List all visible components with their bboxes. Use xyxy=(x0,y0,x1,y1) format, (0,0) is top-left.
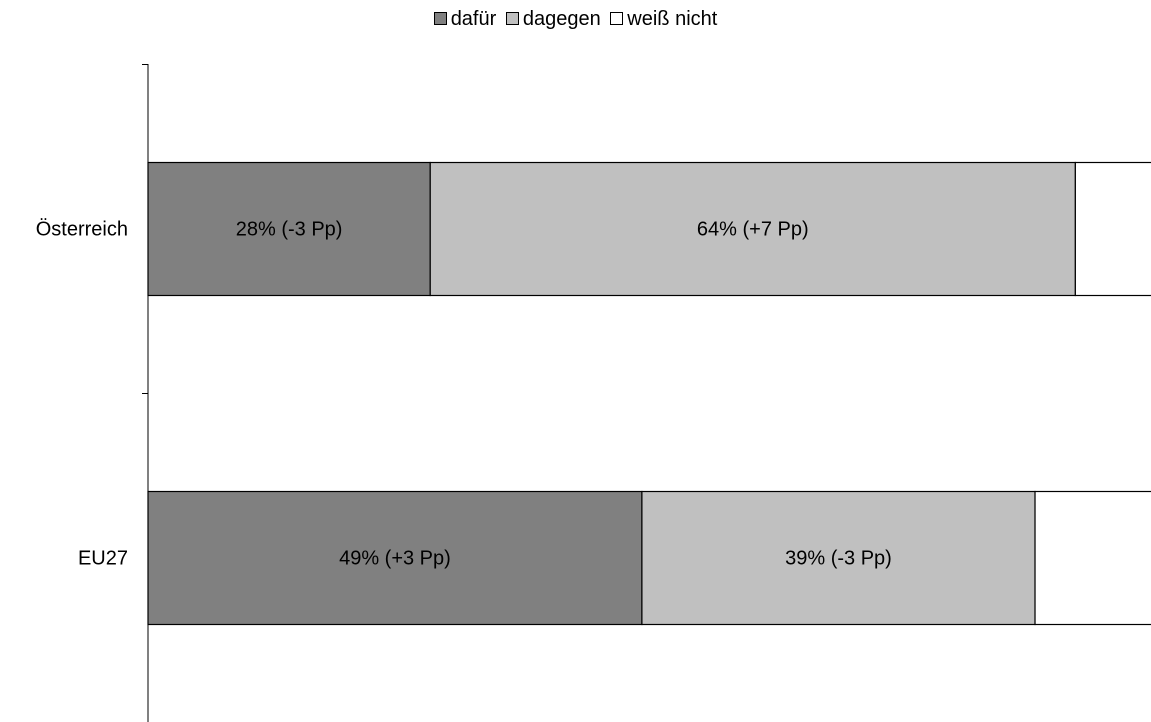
legend-swatch-weiss-nicht xyxy=(610,12,624,25)
legend-swatch-dagegen xyxy=(505,12,519,25)
chart-legend: dafür dagegen weiß nicht xyxy=(0,8,1151,31)
legend-swatch-dafuer xyxy=(433,12,447,25)
category-label: Österreich xyxy=(36,219,128,241)
bar-segment xyxy=(641,490,1036,626)
category-label: EU27 xyxy=(78,548,128,570)
bar-segment xyxy=(147,161,431,297)
data-label: 49% (+3 Pp) xyxy=(339,548,451,570)
bar-segment xyxy=(1034,490,1151,626)
legend-label-dafuer: dafür xyxy=(450,8,497,30)
bar-segment xyxy=(429,161,1076,297)
data-label: 28% (-3 Pp) xyxy=(236,219,343,241)
bar-segment xyxy=(1074,161,1151,297)
legend-item-dafuer: dafür xyxy=(433,8,497,31)
legend-item-weiss-nicht: weiß nicht xyxy=(610,8,717,31)
bar-segment xyxy=(147,490,643,626)
legend-label-dagegen: dagegen xyxy=(522,8,601,30)
legend-label-weiss-nicht: weiß nicht xyxy=(627,8,718,30)
legend-item-dagegen: dagegen xyxy=(505,8,601,31)
data-label: 64% (+7 Pp) xyxy=(697,219,809,241)
data-label: 39% (-3 Pp) xyxy=(785,548,892,570)
